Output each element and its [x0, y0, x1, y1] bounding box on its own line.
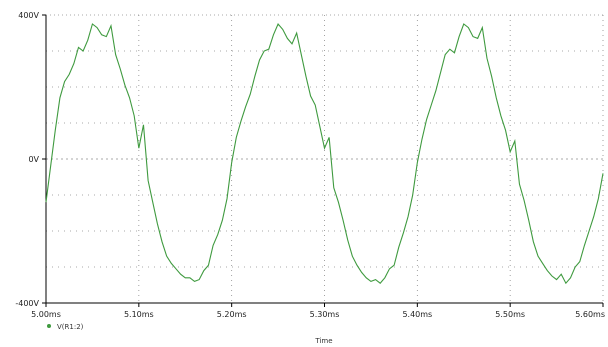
y-tick-marks: [42, 14, 46, 304]
series-line-v-r1-2: [45, 22, 604, 285]
x-tick-label-5-10ms: 5.10ms: [124, 310, 154, 319]
y-tick-label-zero: 0V: [28, 155, 39, 164]
x-tick-label-5-30ms: 5.30ms: [310, 310, 340, 319]
x-tick-label-5-20ms: 5.20ms: [217, 310, 247, 319]
y-tick-label-top: 400V: [18, 11, 39, 20]
y-tick-label-bottom: -400V: [15, 299, 39, 308]
x-tick-label-5-40ms: 5.40ms: [402, 310, 432, 319]
x-tick-label-5-50ms: 5.50ms: [495, 310, 525, 319]
legend-series-label: V(R1:2): [57, 323, 84, 331]
x-tick-marks: [45, 303, 604, 307]
legend-series-marker: [47, 324, 51, 328]
x-tick-label-5-60ms: 5.60ms: [575, 310, 605, 319]
grid-lines: [46, 15, 604, 303]
x-axis-label: Time: [314, 337, 332, 345]
x-tick-label-5-00ms: 5.00ms: [31, 310, 61, 319]
